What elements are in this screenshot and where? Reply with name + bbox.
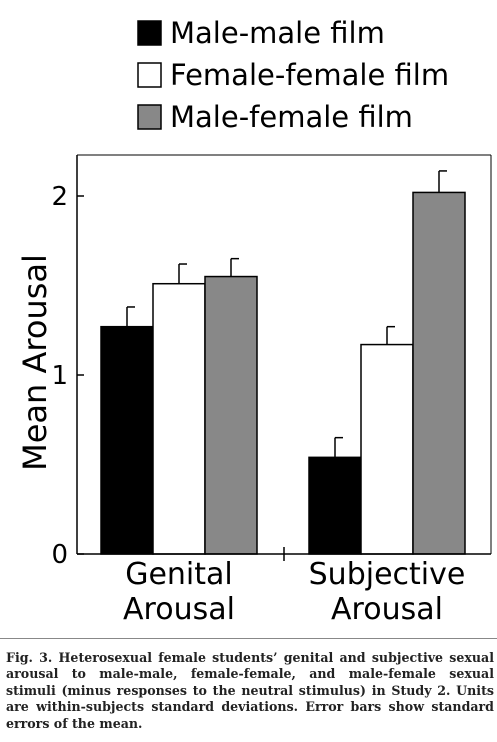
category-label-2-2: Arousal <box>331 592 443 627</box>
legend: Male-male film Female-female film Male-fem… <box>137 16 449 134</box>
y-axis-label: Mean Arousal <box>16 254 54 471</box>
bar-1-3 <box>204 275 258 555</box>
category-label-1-1: Genital <box>125 557 233 592</box>
chart: Male-male film Female-female film Male-fem… <box>16 16 492 627</box>
category-label-2-1: Subjective <box>309 557 466 592</box>
legend-label-1: Male-male film <box>170 16 385 50</box>
legend-swatch-1 <box>137 20 162 46</box>
figure-caption: Fig. 3. Heterosexual female students’ ge… <box>6 650 494 732</box>
legend-swatch-3 <box>137 104 162 130</box>
legend-label-3: Male-female film <box>170 100 413 134</box>
legend-swatch-2 <box>137 62 162 88</box>
caption-divider <box>0 638 497 639</box>
bar-1-2 <box>152 282 206 555</box>
legend-label-2: Female-female film <box>170 58 449 92</box>
category-label-1-2: Arousal <box>123 592 235 627</box>
y-tick-label-2: 2 <box>51 182 68 212</box>
y-tick-label-1: 1 <box>51 361 68 391</box>
bar-1-1 <box>100 325 154 555</box>
caption-label: Fig. 3. <box>6 650 53 665</box>
bar-2-3 <box>412 191 466 555</box>
bar-groups <box>100 170 466 555</box>
caption-text: Heterosexual female students’ genital an… <box>6 650 494 731</box>
y-tick-label-0: 0 <box>51 540 68 570</box>
bar-2-2 <box>360 343 414 555</box>
bar-2-1 <box>308 456 362 555</box>
